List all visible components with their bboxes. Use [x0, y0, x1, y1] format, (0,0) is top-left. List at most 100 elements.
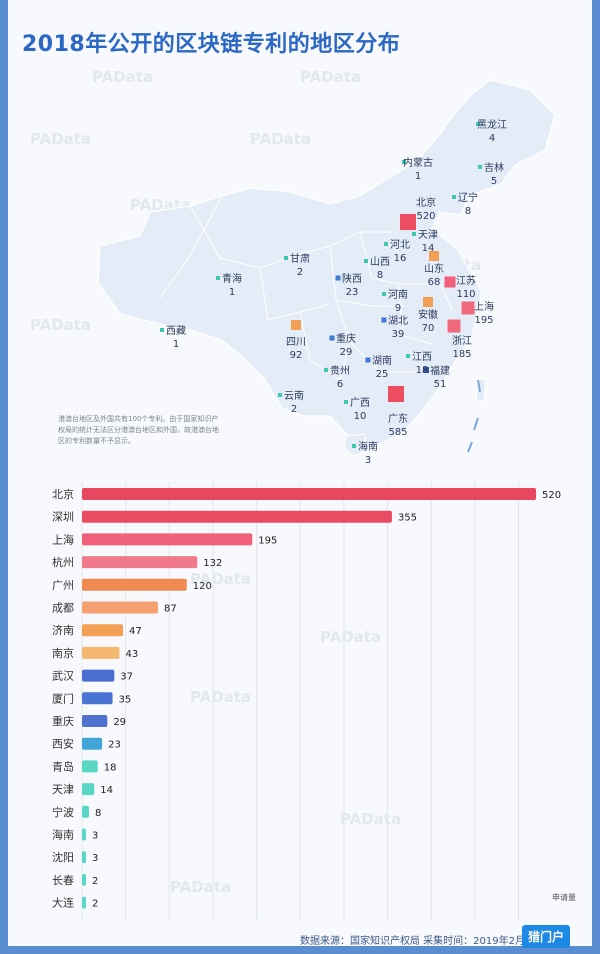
map-province-value: 8 [465, 206, 471, 217]
map-province-value: 51 [434, 379, 447, 390]
bar [82, 556, 198, 569]
bar-value-label: 520 [542, 490, 561, 501]
bar [82, 692, 113, 705]
map-marker [447, 319, 461, 333]
map-province-name: 河南 [388, 288, 408, 301]
bar-chart: 北京 520 深圳 355 上海 195 杭州 132 广州 120 成都 87 济南 47 南京 43 武汉 3… [52, 482, 576, 922]
bar-value-label: 120 [193, 581, 212, 592]
page-title: 2018年公开的区块链专利的地区分布 [22, 32, 401, 57]
map-marker [381, 317, 387, 323]
map-marker [382, 292, 386, 296]
watermark: PAData [300, 68, 362, 86]
bar-value-label: 14 [100, 785, 113, 796]
watermark: PAData [250, 130, 312, 148]
map-province-value: 10 [354, 411, 367, 422]
map-province-value: 4 [489, 133, 495, 144]
bar [82, 760, 98, 773]
map-footnote: 港澳台地区及外国共有100个专利。由于国家知识产权局的统计无法区分港澳台地区和外… [58, 415, 219, 445]
map-marker [423, 367, 429, 373]
map-province-name: 甘肃 [290, 252, 310, 265]
frame-border-left [0, 0, 8, 954]
category-label: 广州 [52, 579, 74, 592]
map-province-name: 贵州 [330, 364, 350, 377]
map-labels: 黑龙江4吉林5内蒙古1辽宁8北京520天津14河北16甘肃2山西8山东68青海1… [166, 118, 507, 466]
bar [82, 873, 86, 886]
map-province-name: 河北 [390, 239, 410, 251]
map-province-value: 16 [394, 253, 407, 264]
map-marker [478, 165, 482, 169]
map-province-name: 云南 [284, 389, 304, 402]
map-province-name: 福建 [430, 364, 450, 377]
bar [82, 578, 187, 591]
category-label: 长春 [52, 874, 74, 887]
category-label: 青岛 [52, 759, 74, 773]
bar-value-label: 355 [398, 513, 417, 524]
watermark: PAData [340, 810, 402, 828]
watermark: PAData [190, 688, 252, 706]
map-province-name: 山东 [424, 262, 444, 275]
map-province-value: 1 [229, 287, 235, 298]
map-marker [216, 276, 220, 280]
bar [82, 669, 115, 682]
map-marker [423, 297, 433, 307]
bar-value-label: 35 [119, 694, 132, 705]
map-marker [364, 259, 368, 263]
map-province-value: 2 [291, 404, 297, 415]
data-source: 数据来源：国家知识产权局 采集时间：2019年2月 日 [300, 936, 539, 947]
category-label: 天津 [52, 783, 74, 796]
map-province-name: 湖南 [372, 354, 392, 367]
bar-value-label: 2 [92, 899, 98, 910]
bar [82, 488, 536, 500]
bar-chart-rows: 北京 520 深圳 355 上海 195 杭州 132 广州 120 成都 87 济南 47 南京 43 武汉 3… [52, 487, 561, 910]
map-marker [160, 328, 164, 332]
bar-value-label: 37 [120, 672, 133, 683]
map-province-value: 195 [474, 315, 493, 326]
map-province-name: 安徽 [418, 308, 438, 321]
map-marker [344, 400, 348, 404]
map-province-name: 西藏 [166, 325, 186, 337]
map-marker [329, 335, 335, 341]
category-label: 北京 [52, 487, 74, 501]
bar [82, 510, 392, 523]
bar-value-label: 3 [92, 853, 98, 864]
category-label: 上海 [52, 532, 74, 546]
bar-chart-unit-label: 申请量 [552, 892, 576, 902]
map-province-value: 585 [388, 427, 407, 438]
map-province-name: 青海 [222, 272, 242, 285]
watermark: PAData [30, 130, 92, 148]
map-marker [412, 232, 416, 236]
map-marker [324, 368, 328, 372]
category-label: 厦门 [52, 691, 74, 705]
map-province-name: 重庆 [336, 332, 356, 345]
map-province-value: 1 [173, 339, 179, 350]
map-province-value: 110 [456, 289, 475, 300]
watermark: PAData [92, 68, 154, 86]
bar-value-label: 2 [92, 876, 98, 887]
bar [82, 805, 89, 818]
map-province-name: 内蒙古 [403, 156, 433, 169]
bar-value-label: 195 [258, 535, 277, 546]
category-label: 沈阳 [52, 850, 74, 864]
map-province-name: 广东 [388, 412, 408, 425]
map-marker [365, 357, 371, 363]
category-label: 西安 [52, 737, 74, 751]
map-marker [400, 214, 416, 230]
bar-value-label: 8 [95, 808, 101, 819]
bar [82, 601, 158, 614]
map-province-value: 92 [290, 350, 303, 361]
map-province-name: 北京 [416, 196, 436, 209]
bar [82, 896, 86, 909]
category-label: 成都 [52, 602, 74, 615]
map-province-value: 185 [452, 349, 471, 360]
map-province-name: 黑龙江 [477, 118, 507, 131]
map-province-value: 18 [416, 365, 429, 376]
bar-value-label: 29 [113, 717, 126, 728]
map-province-value: 29 [340, 347, 353, 358]
map-province-name: 吉林 [484, 161, 504, 174]
map-marker [402, 160, 406, 164]
map-province-value: 9 [395, 303, 401, 314]
watermark: PAData [320, 628, 382, 646]
map-marker [406, 354, 410, 358]
bar [82, 533, 253, 546]
map-markers [160, 122, 482, 448]
